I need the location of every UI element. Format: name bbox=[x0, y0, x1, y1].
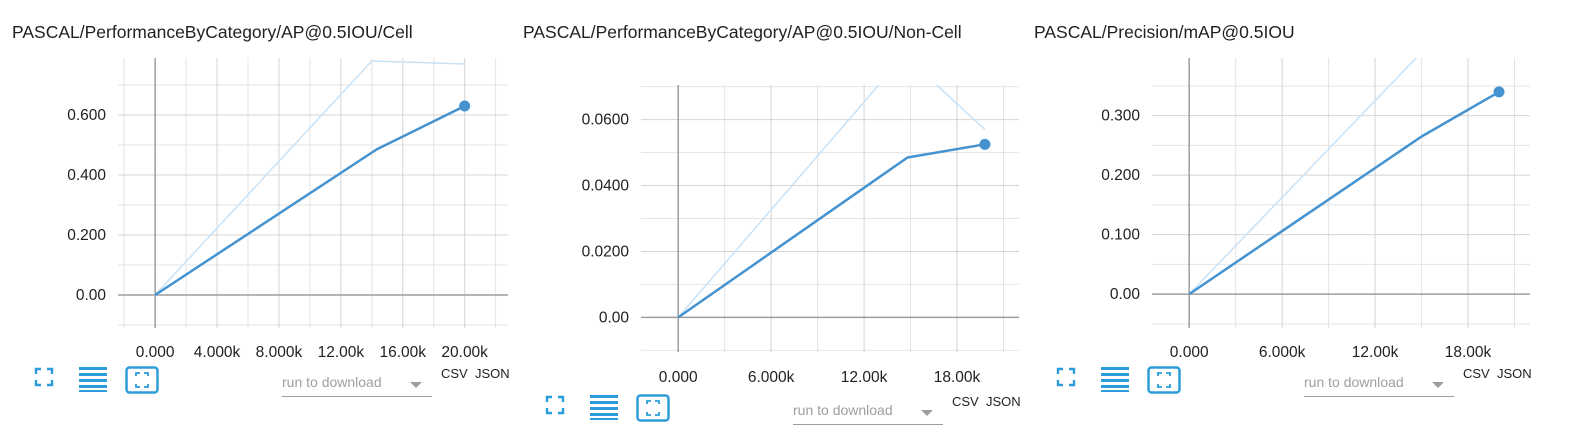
smoothed-series-line bbox=[154, 104, 466, 297]
fit-to-screen-icon[interactable] bbox=[544, 394, 566, 421]
chart-card-map: PASCAL/Precision/mAP@0.5IOU 0.000 6.000k 1… bbox=[1034, 0, 1539, 442]
y-tick-label: 0.400 bbox=[67, 167, 106, 184]
fit-to-screen-icon[interactable] bbox=[1055, 366, 1077, 393]
y-tick-label: 0.300 bbox=[1101, 108, 1140, 125]
y-tick-label: 0.200 bbox=[1101, 167, 1140, 184]
x-tick-label: 20.00k bbox=[441, 344, 488, 361]
fit-domain-icon[interactable] bbox=[1147, 366, 1181, 399]
run-download-select[interactable]: run to download bbox=[793, 400, 943, 425]
y-tick-label: 0.0200 bbox=[582, 243, 630, 260]
y-tick-label: 0.0600 bbox=[582, 112, 630, 129]
x-tick-label: 12.00k bbox=[318, 344, 365, 361]
y-tick-label: 0.00 bbox=[599, 309, 630, 326]
x-tick-label: 18.00k bbox=[1445, 344, 1492, 361]
chart-title: PASCAL/PerformanceByCategory/AP@0.5IOU/C… bbox=[12, 22, 413, 42]
download-select-placeholder: run to download bbox=[793, 402, 893, 418]
x-tick-label: 0.000 bbox=[1170, 344, 1209, 361]
last-point-marker bbox=[979, 138, 991, 150]
chevron-down-icon bbox=[1432, 382, 1444, 388]
last-point-marker bbox=[459, 100, 471, 112]
x-tick-label: 6.000k bbox=[1259, 344, 1306, 361]
data-table-icon[interactable] bbox=[78, 366, 108, 397]
json-download-link[interactable]: JSON bbox=[475, 366, 510, 381]
run-download-select[interactable]: run to download bbox=[1304, 372, 1454, 397]
download-select-placeholder: run to download bbox=[282, 374, 382, 390]
data-table-icon[interactable] bbox=[589, 394, 619, 425]
x-tick-label: 6.000k bbox=[748, 369, 795, 386]
chart-card-non-cell: PASCAL/PerformanceByCategory/AP@0.5IOU/N… bbox=[523, 0, 1028, 442]
download-select-placeholder: run to download bbox=[1304, 374, 1404, 390]
last-point-marker bbox=[1493, 86, 1505, 98]
x-tick-label: 4.000k bbox=[194, 344, 241, 361]
y-tick-label: 0.600 bbox=[67, 107, 106, 124]
x-tick-label: 18.00k bbox=[934, 369, 981, 386]
csv-download-link[interactable]: CSV bbox=[1463, 366, 1490, 381]
chevron-down-icon bbox=[410, 382, 422, 388]
y-tick-label: 0.200 bbox=[67, 227, 106, 244]
x-tick-label: 12.00k bbox=[841, 369, 888, 386]
raw-series-line bbox=[677, 85, 986, 318]
x-tick-label: 8.000k bbox=[256, 344, 303, 361]
data-table-icon[interactable] bbox=[1100, 366, 1130, 397]
x-tick-label: 16.00k bbox=[379, 344, 426, 361]
raw-series-line bbox=[1188, 58, 1418, 295]
x-tick-label: 0.000 bbox=[136, 344, 175, 361]
csv-download-link[interactable]: CSV bbox=[952, 394, 979, 409]
smoothed-series-line bbox=[1188, 90, 1500, 296]
y-tick-label: 0.0400 bbox=[582, 178, 630, 195]
fit-to-screen-icon[interactable] bbox=[33, 366, 55, 393]
chart-title: PASCAL/Precision/mAP@0.5IOU bbox=[1034, 22, 1295, 42]
json-download-link[interactable]: JSON bbox=[1497, 366, 1532, 381]
y-tick-label: 0.00 bbox=[1110, 286, 1141, 303]
y-tick-label: 0.00 bbox=[76, 287, 107, 304]
x-tick-label: 12.00k bbox=[1352, 344, 1399, 361]
smoothed-series-line bbox=[677, 143, 986, 319]
x-tick-label: 0.000 bbox=[659, 369, 698, 386]
chevron-down-icon bbox=[921, 410, 933, 416]
chart-toolbar: run to download CSV JSON bbox=[1042, 366, 1537, 406]
y-tick-label: 0.100 bbox=[1101, 227, 1140, 244]
chart-card-cell: PASCAL/PerformanceByCategory/AP@0.5IOU/C… bbox=[12, 0, 517, 442]
run-download-select[interactable]: run to download bbox=[282, 372, 432, 397]
line-chart[interactable]: 0.000 6.000k 12.00k 18.00k 0.00 0.0200 0.0400 0… bbox=[523, 0, 1028, 442]
csv-download-link[interactable]: CSV bbox=[441, 366, 468, 381]
chart-toolbar: run to download CSV JSON bbox=[20, 366, 515, 406]
fit-domain-icon[interactable] bbox=[125, 366, 159, 399]
chart-toolbar: run to download CSV JSON bbox=[531, 394, 1026, 434]
fit-domain-icon[interactable] bbox=[636, 394, 670, 427]
line-chart[interactable]: 0.000 4.000k 8.000k 12.00k 16.00k 20.00k 0.00 0… bbox=[12, 0, 517, 442]
line-chart[interactable]: 0.000 6.000k 12.00k 18.00k 0.00 0.100 0.200 0.3… bbox=[1034, 0, 1539, 442]
json-download-link[interactable]: JSON bbox=[986, 394, 1021, 409]
raw-series-line bbox=[154, 60, 465, 296]
chart-title: PASCAL/PerformanceByCategory/AP@0.5IOU/N… bbox=[523, 22, 962, 42]
